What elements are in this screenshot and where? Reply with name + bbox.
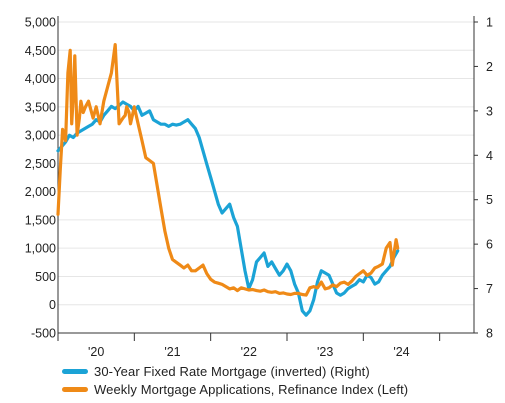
x-tick-label: '21 (164, 345, 180, 359)
legend-item-mortgage-rate: 30-Year Fixed Rate Mortgage (inverted) (… (62, 362, 408, 380)
x-tick-label: '22 (241, 345, 257, 359)
series-line-refinance-index (56, 43, 400, 297)
left-axis-ticks: -500 0 500 1,000 1,500 2,000 2,500 3,000 3,500 4,… (25, 16, 56, 341)
right-tick-label: 1 (486, 16, 493, 30)
legend: 30-Year Fixed Rate Mortgage (inverted) (… (62, 362, 408, 398)
axes (57, 16, 475, 341)
legend-swatch-orange (62, 386, 88, 392)
right-tick-label: 3 (486, 104, 493, 118)
left-tick-label: 2,500 (25, 157, 56, 171)
legend-swatch-blue (62, 368, 88, 374)
left-tick-label: 4,000 (25, 72, 56, 86)
x-tick-label: '20 (88, 345, 104, 359)
left-tick-label: 4,500 (25, 44, 56, 58)
left-tick-label: 3,000 (25, 129, 56, 143)
x-axis-ticks: '20 '21 '22 '23 '24 (57, 333, 441, 359)
right-tick-label: 6 (486, 238, 493, 252)
series-layer (56, 43, 400, 317)
series-line-mortgage-rate (56, 100, 400, 317)
legend-label-refinance-index: Weekly Mortgage Applications, Refinance … (94, 381, 409, 397)
right-tick-label: 2 (486, 60, 493, 74)
right-tick-label: 4 (486, 149, 493, 163)
legend-label-mortgage-rate: 30-Year Fixed Rate Mortgage (inverted) (… (94, 363, 370, 379)
left-tick-label: 1,000 (25, 242, 56, 256)
left-tick-label: -500 (31, 327, 56, 341)
left-tick-label: 2,000 (25, 185, 56, 199)
x-tick-label: '24 (393, 345, 409, 359)
legend-item-refinance-index: Weekly Mortgage Applications, Refinance … (62, 380, 408, 398)
gridlines (58, 21, 474, 334)
left-tick-label: 3,500 (25, 100, 56, 114)
left-tick-label: 0 (49, 298, 56, 312)
right-axis-ticks: 1 2 3 4 5 6 7 8 (474, 16, 493, 341)
left-tick-label: 500 (35, 270, 56, 284)
left-tick-label: 1,500 (25, 213, 56, 227)
right-tick-label: 8 (486, 327, 493, 341)
right-tick-label: 5 (486, 193, 493, 207)
x-tick-label: '23 (317, 345, 333, 359)
left-tick-label: 5,000 (25, 16, 56, 30)
right-tick-label: 7 (486, 282, 493, 296)
